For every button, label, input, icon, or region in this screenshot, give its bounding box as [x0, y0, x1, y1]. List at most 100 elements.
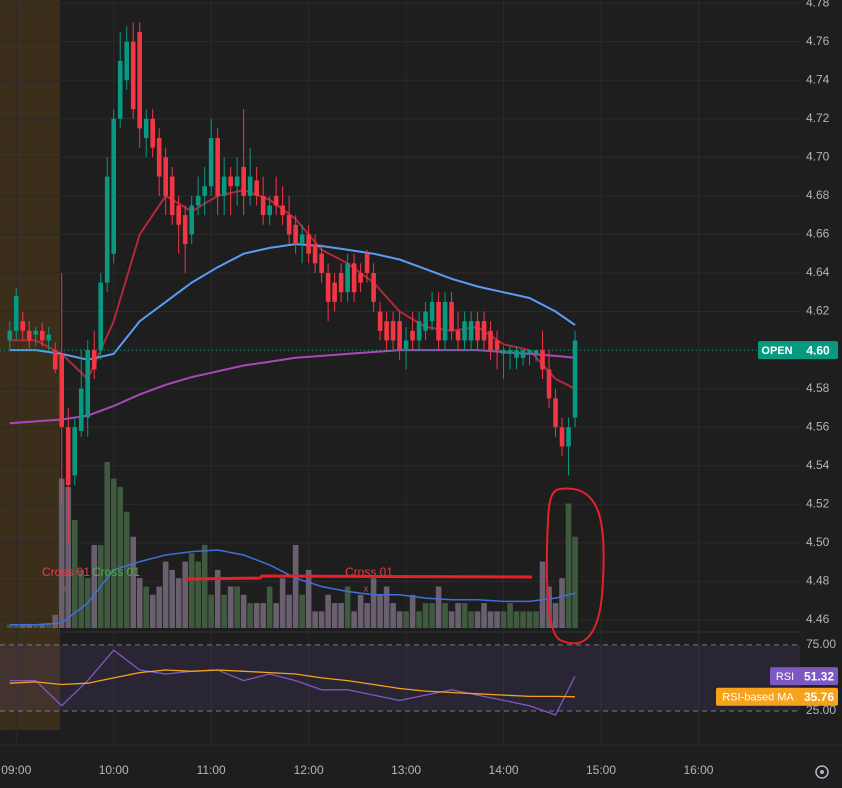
volume-bar — [208, 594, 214, 628]
candle-body — [481, 321, 487, 341]
candle-body — [332, 282, 337, 302]
rsi-line — [9, 669, 576, 698]
volume-bar — [169, 569, 175, 628]
x-tick-label: 12:00 — [294, 763, 324, 777]
candle-body — [26, 330, 32, 341]
candle-body — [195, 195, 201, 206]
volume-bar — [130, 536, 136, 628]
y-tick-label: 4.68 — [806, 188, 830, 202]
candle-body — [20, 321, 26, 331]
volume-ma-line — [9, 549, 576, 626]
candle-body — [364, 253, 370, 273]
candle-body — [527, 350, 532, 354]
volume-bar — [403, 611, 409, 628]
volume-bar — [312, 611, 318, 628]
candle-body — [566, 427, 571, 447]
x-tick-label: 09:00 — [1, 763, 31, 777]
candle-body — [429, 301, 435, 322]
drawn-line — [184, 574, 533, 581]
y-tick-label: 4.54 — [806, 458, 830, 472]
candle-body — [228, 176, 233, 187]
candle-body — [358, 272, 363, 283]
candle-body — [169, 176, 175, 216]
volume-bar — [266, 586, 273, 628]
candle-body — [156, 138, 162, 177]
volume-bar — [448, 611, 455, 628]
volume-bar — [487, 611, 494, 628]
volume-bar — [396, 611, 403, 628]
candle-body — [46, 334, 52, 341]
candle-body — [397, 321, 402, 351]
x-tick-label: 15:00 — [586, 763, 616, 777]
y-tick-label: 4.76 — [806, 34, 830, 48]
candle-body — [65, 427, 71, 486]
candle-body — [150, 118, 155, 148]
gear[interactable] — [815, 765, 829, 779]
candle-body — [338, 272, 344, 293]
y-tick-label: 4.74 — [806, 72, 830, 86]
candle-body — [267, 205, 272, 216]
volume-bar — [351, 611, 357, 628]
volume-bar — [455, 603, 461, 628]
y-tick-label: 4.64 — [806, 265, 830, 279]
candle-body — [390, 321, 396, 341]
candle-body — [208, 138, 214, 187]
x-tick-label: 16:00 — [683, 763, 713, 777]
volume-bar — [32, 624, 39, 628]
volume-bar — [500, 611, 507, 628]
candle-body — [507, 350, 513, 354]
candle-body — [384, 321, 389, 341]
candle-body — [572, 340, 578, 418]
drawn-ellipse — [545, 487, 605, 645]
candle-body — [78, 388, 84, 432]
volume-bar — [390, 603, 396, 628]
gear-center — [820, 770, 824, 774]
volume-bar — [227, 586, 234, 628]
rsi-tag-value: 35.76 — [804, 690, 834, 704]
y-tick-label: 4.78 — [806, 0, 830, 9]
y-tick-label: 4.72 — [806, 111, 830, 125]
y-tick-label: 4.66 — [806, 227, 830, 241]
candle-body — [306, 234, 311, 254]
volume-bar — [279, 578, 286, 628]
volume-bar — [78, 569, 85, 628]
candle-body — [559, 427, 565, 447]
candle-body — [312, 244, 318, 264]
settings-icon[interactable] — [815, 765, 829, 779]
annotation: x — [364, 583, 369, 593]
drawings — [184, 487, 605, 645]
candle-body — [182, 215, 188, 245]
annotation: Cross 01 — [42, 565, 90, 579]
candle-body — [325, 272, 331, 302]
volume-bar — [565, 503, 572, 628]
volume-bar — [6, 624, 13, 628]
price-tag-value: 4.60 — [806, 343, 830, 357]
rsi-tick-label: 75.00 — [806, 637, 836, 651]
volume-bar — [331, 603, 338, 628]
volume-bar — [468, 611, 474, 628]
volume-bar — [19, 624, 26, 628]
volume-bar — [344, 586, 351, 628]
volume-bar — [273, 603, 279, 628]
candle-body — [553, 398, 558, 428]
candle-body — [273, 195, 279, 206]
candle-body — [130, 41, 136, 110]
candle-body — [371, 272, 376, 302]
volume-bar — [520, 611, 526, 628]
candle-body — [234, 176, 240, 187]
y-tick-label: 4.48 — [806, 574, 830, 588]
volume-bar — [474, 611, 481, 628]
candle-body — [98, 282, 104, 351]
candle-body — [72, 427, 78, 476]
volume-bar — [292, 545, 299, 628]
volume-bar — [533, 611, 539, 628]
volume-bar — [45, 623, 52, 628]
volume-bar — [461, 603, 468, 628]
candle-body — [488, 330, 493, 351]
volume-bar — [305, 569, 312, 628]
moving-average-line — [9, 349, 576, 425]
candle-body — [104, 176, 110, 283]
candle-body — [351, 263, 357, 293]
candle-body — [449, 301, 454, 331]
candle-body — [59, 353, 65, 428]
